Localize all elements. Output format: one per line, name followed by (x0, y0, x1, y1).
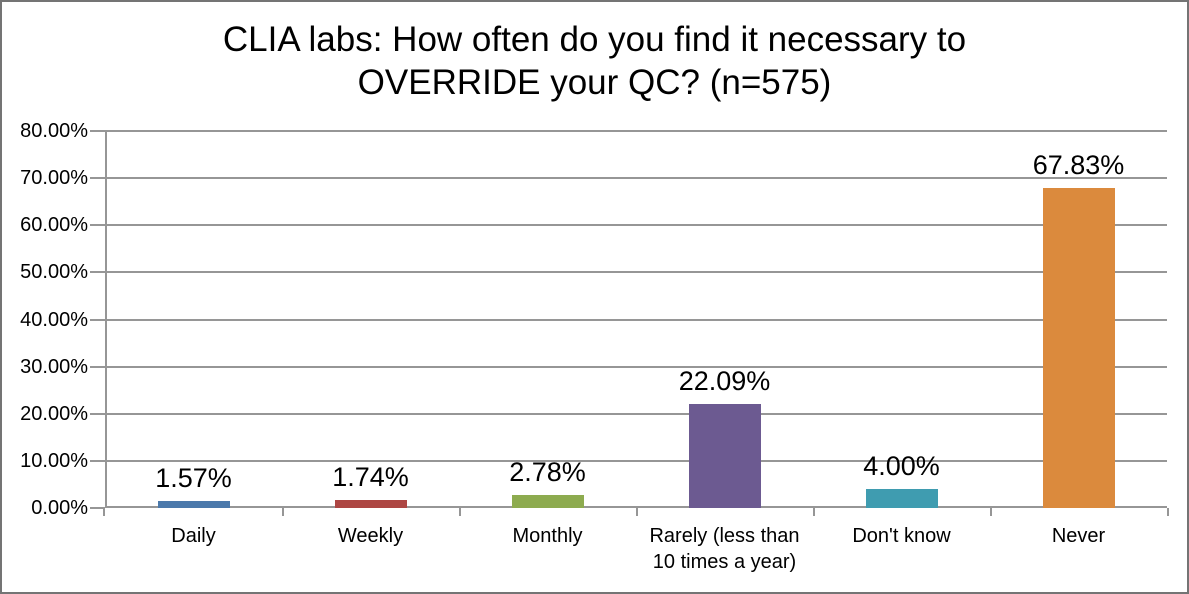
category-label: Rarely (less than 10 times a year) (649, 525, 800, 573)
bar (334, 499, 407, 508)
bar-value-label: 2.78% (509, 456, 586, 487)
x-axis-tick (459, 508, 461, 516)
category-label: Don't know (852, 525, 951, 547)
gridline (105, 130, 1167, 132)
gridline (105, 412, 1167, 415)
category-label: Never (1051, 525, 1106, 547)
bar-value-label: 22.09% (678, 365, 771, 396)
bar-value-label: 4.00% (863, 451, 940, 482)
category-label: Weekly (337, 525, 404, 547)
gridline (105, 459, 1167, 462)
category-label: Daily (171, 525, 216, 547)
x-axis-tick (990, 508, 992, 516)
y-axis-tick-label: 60.00% (20, 214, 88, 237)
y-axis-tick (90, 177, 105, 180)
bar-value-label: 67.83% (1032, 150, 1125, 181)
x-axis-tick (813, 508, 815, 516)
chart-title: CLIA labs: How often do you find it nece… (2, 18, 1187, 104)
y-axis-tick-label: 0.00% (31, 497, 88, 519)
y-axis-tick (90, 130, 105, 132)
bar (1042, 188, 1115, 508)
category-label: Monthly (512, 525, 583, 547)
bar (157, 500, 230, 508)
x-axis-tick (282, 508, 284, 516)
x-axis-tick (1167, 508, 1169, 516)
y-axis-tick-label: 80.00% (20, 120, 88, 142)
x-axis-tick (103, 508, 105, 516)
y-axis-tick (90, 365, 105, 368)
chart-title-line-1: CLIA labs: How often do you find it nece… (222, 20, 967, 59)
gridline (105, 224, 1167, 227)
y-axis-tick (90, 271, 105, 274)
y-axis-tick-label: 30.00% (20, 355, 88, 378)
chart-title-line-2: OVERRIDE your QC? (n=575) (357, 63, 832, 102)
y-axis-tick (90, 318, 105, 321)
y-axis-tick (90, 459, 105, 462)
y-axis-tick-label: 50.00% (20, 261, 88, 284)
y-axis-tick-label: 20.00% (20, 402, 88, 425)
bar (688, 403, 761, 508)
y-axis-tick-label: 40.00% (20, 308, 88, 331)
bar-value-label: 1.57% (155, 462, 232, 493)
gridline (105, 271, 1167, 274)
y-axis-tick (90, 412, 105, 415)
y-axis-tick (90, 507, 105, 509)
gridline (105, 177, 1167, 180)
gridline (105, 365, 1167, 368)
x-axis-tick (636, 508, 638, 516)
y-axis-tick-label: 10.00% (20, 449, 88, 472)
bar (865, 489, 938, 508)
y-axis-tick-label: 70.00% (20, 167, 88, 190)
y-axis-tick (90, 224, 105, 227)
gridline (105, 318, 1167, 321)
bar (511, 494, 584, 508)
bar-value-label: 1.74% (332, 461, 409, 492)
